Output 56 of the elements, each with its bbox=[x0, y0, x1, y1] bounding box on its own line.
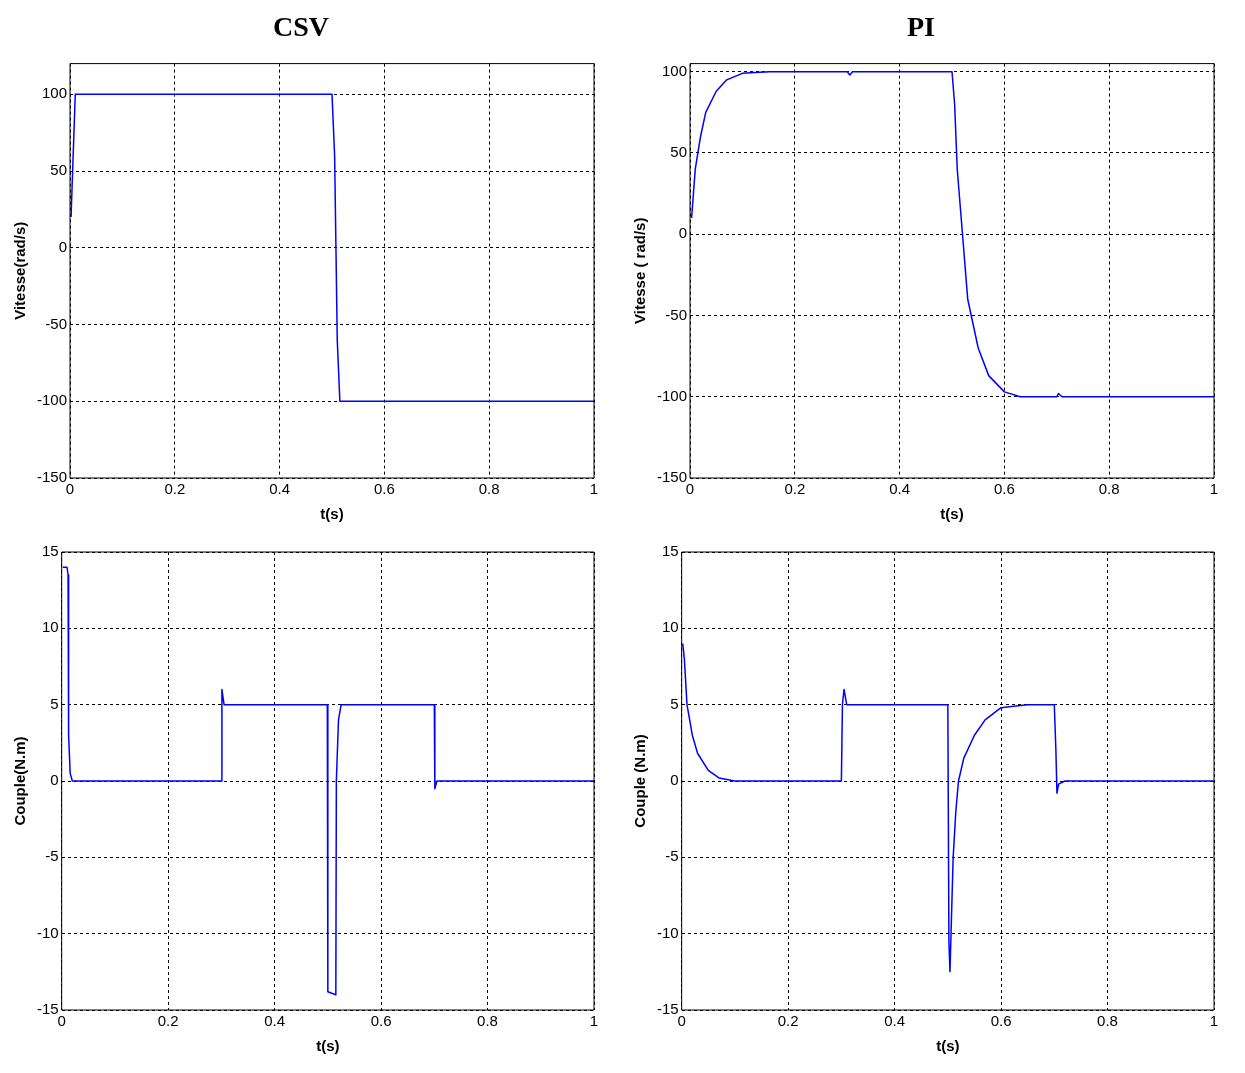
y-tick-label: -100 bbox=[656, 386, 688, 404]
y-tick-label: -10 bbox=[36, 923, 59, 941]
y-tick-label: 100 bbox=[41, 84, 68, 102]
x-tick-label: 0.8 bbox=[1098, 480, 1120, 498]
y-tick-label: 50 bbox=[50, 161, 68, 179]
x-axis-title: t(s) bbox=[316, 1037, 340, 1055]
y-tick-label: 0 bbox=[50, 771, 59, 789]
y-axis-title: Couple (N.m) bbox=[631, 734, 649, 828]
x-tick-label: 1 bbox=[589, 480, 599, 498]
y-tick-label: -10 bbox=[656, 923, 679, 941]
x-axis-title: t(s) bbox=[940, 505, 964, 523]
x-tick-label: 0.6 bbox=[990, 1012, 1012, 1030]
x-tick-label: 0.2 bbox=[784, 480, 806, 498]
x-tick-label: 0.6 bbox=[373, 480, 395, 498]
y-tick-label: 0 bbox=[678, 224, 688, 242]
y-tick-label: 5 bbox=[50, 694, 59, 712]
x-tick-label: 0.8 bbox=[478, 480, 500, 498]
y-tick-label: -15 bbox=[36, 1000, 59, 1018]
x-tick-label: 1 bbox=[1209, 480, 1219, 498]
chart-title: PI bbox=[907, 11, 935, 43]
y-tick-label: -15 bbox=[656, 1000, 679, 1018]
x-axis-title: t(s) bbox=[936, 1037, 960, 1055]
x-tick-label: 0.8 bbox=[477, 1012, 498, 1030]
y-tick-label: -50 bbox=[45, 314, 68, 332]
y-tick-label: 10 bbox=[41, 618, 59, 636]
y-tick-label: -5 bbox=[665, 847, 679, 865]
y-tick-label: 50 bbox=[670, 143, 688, 161]
y-tick-label: -150 bbox=[656, 468, 688, 486]
y-tick-label: -50 bbox=[665, 305, 688, 323]
y-tick-label: 10 bbox=[661, 618, 679, 636]
x-tick-label: 1 bbox=[1209, 1012, 1219, 1030]
x-tick-label: 0.2 bbox=[157, 1012, 179, 1030]
x-tick-label: 1 bbox=[589, 1012, 599, 1030]
x-tick-label: 0.4 bbox=[264, 1012, 286, 1030]
y-tick-label: -5 bbox=[45, 847, 59, 865]
x-tick-label: 0.4 bbox=[884, 1012, 906, 1030]
x-tick-label: 0.4 bbox=[889, 480, 911, 498]
y-axis-title: Couple(N.m) bbox=[11, 736, 29, 826]
x-tick-label: 0.6 bbox=[370, 1012, 392, 1030]
y-axis-title: Vitesse ( rad/s) bbox=[631, 217, 649, 325]
x-axis-title: t(s) bbox=[320, 505, 344, 523]
y-tick-label: 0 bbox=[670, 771, 679, 789]
y-tick-label: 15 bbox=[41, 542, 59, 560]
x-tick-label: 0.2 bbox=[777, 1012, 799, 1030]
y-axis-title: Vitesse(rad/s) bbox=[11, 221, 29, 320]
chart-title: CSV bbox=[272, 11, 330, 43]
y-tick-label: 15 bbox=[661, 542, 679, 560]
y-tick-label: 0 bbox=[58, 237, 68, 255]
x-tick-label: 0.4 bbox=[269, 480, 291, 498]
y-tick-label: 100 bbox=[661, 61, 688, 79]
x-tick-label: 0.8 bbox=[1097, 1012, 1118, 1030]
y-tick-label: 5 bbox=[670, 694, 679, 712]
y-tick-label: -100 bbox=[36, 391, 68, 409]
y-tick-label: -150 bbox=[36, 468, 68, 486]
x-tick-label: 0.2 bbox=[164, 480, 186, 498]
x-tick-label: 0.6 bbox=[993, 480, 1015, 498]
